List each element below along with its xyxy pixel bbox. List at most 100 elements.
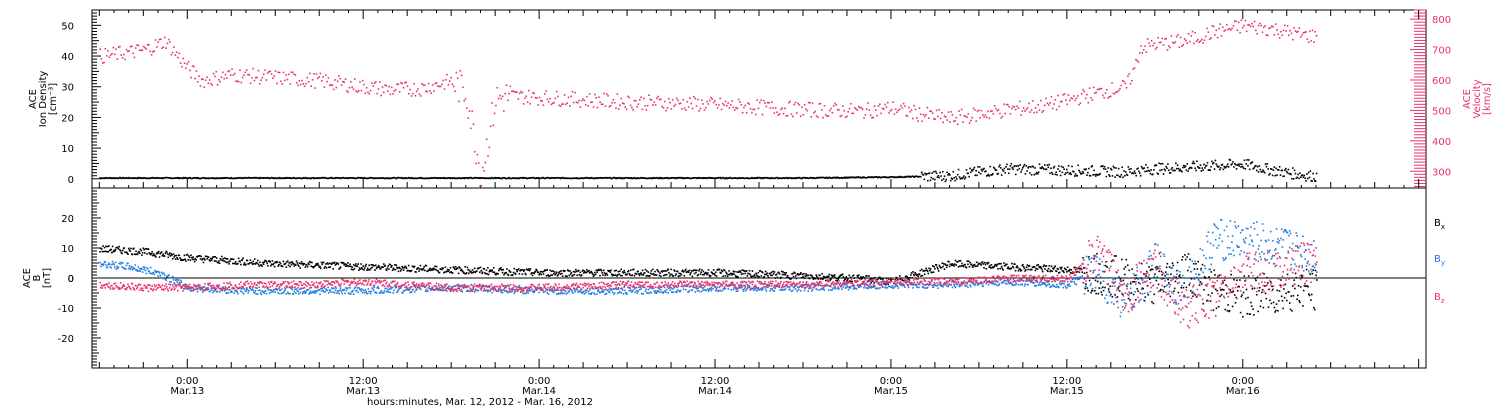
bx-point bbox=[492, 271, 494, 273]
density-point bbox=[1034, 167, 1036, 169]
by-point bbox=[405, 285, 408, 288]
bx-point bbox=[984, 261, 986, 264]
velocity-point bbox=[1070, 97, 1072, 99]
bx-point bbox=[1184, 258, 1187, 261]
bx-point bbox=[694, 269, 697, 272]
bx-point bbox=[1190, 278, 1193, 280]
bx-point bbox=[1186, 256, 1188, 258]
velocity-point bbox=[839, 115, 842, 118]
velocity-point bbox=[938, 108, 941, 111]
velocity-point bbox=[408, 92, 410, 95]
density-point bbox=[1159, 169, 1161, 172]
density-point bbox=[362, 177, 364, 180]
density-point bbox=[490, 176, 493, 179]
bx-point bbox=[962, 265, 965, 268]
bx-point bbox=[458, 266, 461, 268]
velocity-point bbox=[650, 99, 653, 101]
velocity-point bbox=[1105, 88, 1108, 91]
density-point bbox=[284, 177, 286, 180]
density-point bbox=[1087, 167, 1090, 170]
velocity-point bbox=[507, 99, 509, 102]
by-point bbox=[360, 290, 362, 292]
bx-point bbox=[985, 268, 988, 270]
density-point bbox=[984, 170, 986, 173]
velocity-point bbox=[918, 107, 921, 109]
bx-point bbox=[567, 270, 570, 272]
velocity-point bbox=[314, 87, 316, 89]
density-point bbox=[392, 177, 394, 179]
velocity-point bbox=[988, 117, 991, 120]
density-point bbox=[649, 177, 651, 180]
bx-point bbox=[428, 268, 431, 271]
density-point bbox=[518, 177, 521, 179]
density-point bbox=[120, 177, 123, 180]
bx-point bbox=[739, 270, 741, 272]
density-point bbox=[991, 174, 993, 176]
density-point bbox=[165, 176, 167, 179]
density-point bbox=[651, 177, 654, 180]
density-point bbox=[1062, 166, 1065, 169]
bx-point bbox=[253, 258, 256, 260]
density-point bbox=[415, 177, 418, 180]
bx-point bbox=[1099, 282, 1102, 285]
bx-point bbox=[415, 271, 417, 273]
bx-point bbox=[712, 268, 715, 271]
density-point bbox=[1100, 165, 1102, 168]
bx-point bbox=[491, 269, 494, 271]
by-point bbox=[366, 292, 369, 295]
density-point bbox=[709, 176, 712, 179]
velocity-point bbox=[1020, 114, 1022, 116]
bx-point bbox=[365, 263, 367, 266]
bx-point bbox=[961, 262, 963, 265]
density-point bbox=[1045, 168, 1048, 171]
bx-point bbox=[99, 250, 101, 253]
bx-point bbox=[267, 264, 269, 267]
density-point bbox=[745, 177, 748, 180]
density-point bbox=[298, 177, 301, 179]
density-point bbox=[934, 170, 937, 173]
velocity-point bbox=[613, 101, 616, 104]
density-point bbox=[955, 176, 957, 178]
velocity-point bbox=[105, 55, 108, 57]
bx-point bbox=[1041, 270, 1044, 273]
bx-point bbox=[423, 265, 425, 268]
velocity-point bbox=[1034, 107, 1037, 109]
density-point bbox=[289, 176, 291, 179]
by-point bbox=[369, 290, 371, 293]
bottom-left-tick-label: -20 bbox=[58, 334, 74, 345]
density-point bbox=[792, 177, 795, 180]
velocity-point bbox=[1088, 87, 1091, 89]
velocity-point bbox=[627, 95, 629, 98]
velocity-point bbox=[1169, 46, 1171, 49]
velocity-point bbox=[766, 101, 769, 104]
velocity-point bbox=[187, 60, 190, 63]
density-point bbox=[1082, 172, 1085, 174]
bx-point bbox=[662, 274, 665, 277]
velocity-point bbox=[1303, 31, 1306, 34]
velocity-point bbox=[662, 106, 665, 109]
bx-point bbox=[331, 261, 334, 264]
bx-point bbox=[234, 261, 237, 263]
bx-point bbox=[670, 268, 672, 271]
bx-point bbox=[913, 274, 916, 277]
bx-point bbox=[193, 258, 195, 261]
bx-point bbox=[345, 263, 348, 266]
density-point bbox=[1255, 164, 1257, 167]
density-point bbox=[1122, 176, 1124, 179]
density-point bbox=[1242, 167, 1245, 169]
density-point bbox=[1136, 168, 1138, 170]
bx-point bbox=[773, 271, 776, 273]
density-point bbox=[589, 177, 591, 180]
bx-point bbox=[413, 266, 415, 269]
bx-point bbox=[924, 269, 927, 272]
velocity-point bbox=[737, 98, 740, 101]
velocity-point bbox=[260, 79, 262, 81]
density-point bbox=[141, 177, 144, 179]
density-point bbox=[481, 177, 484, 179]
velocity-point bbox=[1236, 29, 1239, 32]
density-point bbox=[1048, 163, 1050, 166]
density-point bbox=[618, 177, 620, 179]
density-point bbox=[224, 177, 226, 180]
density-point bbox=[1093, 169, 1095, 172]
bx-point bbox=[706, 272, 709, 274]
